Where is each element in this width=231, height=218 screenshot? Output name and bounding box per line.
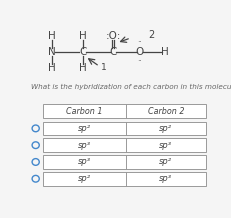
Text: H: H [48,63,56,73]
FancyBboxPatch shape [43,104,206,118]
Text: sp³: sp³ [78,157,91,167]
Text: sp³: sp³ [78,141,91,150]
Text: 2: 2 [148,30,155,40]
Text: ··: ·· [137,57,142,66]
Text: 1: 1 [101,63,107,72]
Text: :O:: :O: [105,31,121,41]
Text: Carbon 2: Carbon 2 [148,107,184,116]
FancyBboxPatch shape [43,172,206,186]
Text: N: N [48,47,56,57]
Text: Carbon 1: Carbon 1 [66,107,103,116]
Text: sp²: sp² [159,124,172,133]
Text: H: H [48,31,56,41]
Text: sp²: sp² [78,124,91,133]
Text: C: C [109,47,117,57]
Text: sp²: sp² [78,174,91,183]
FancyBboxPatch shape [43,138,206,152]
Text: sp³: sp³ [159,174,172,183]
FancyBboxPatch shape [43,121,206,135]
Text: sp²: sp² [159,157,172,167]
Text: ··: ·· [137,38,142,48]
Text: What is the hybridization of each carbon in this molecule?: What is the hybridization of each carbon… [31,84,231,90]
Text: H: H [79,31,86,41]
Text: H: H [161,47,169,57]
Text: C: C [79,47,86,57]
Text: H: H [79,63,86,73]
Text: sp³: sp³ [159,141,172,150]
Text: O: O [136,47,144,57]
FancyBboxPatch shape [43,155,206,169]
